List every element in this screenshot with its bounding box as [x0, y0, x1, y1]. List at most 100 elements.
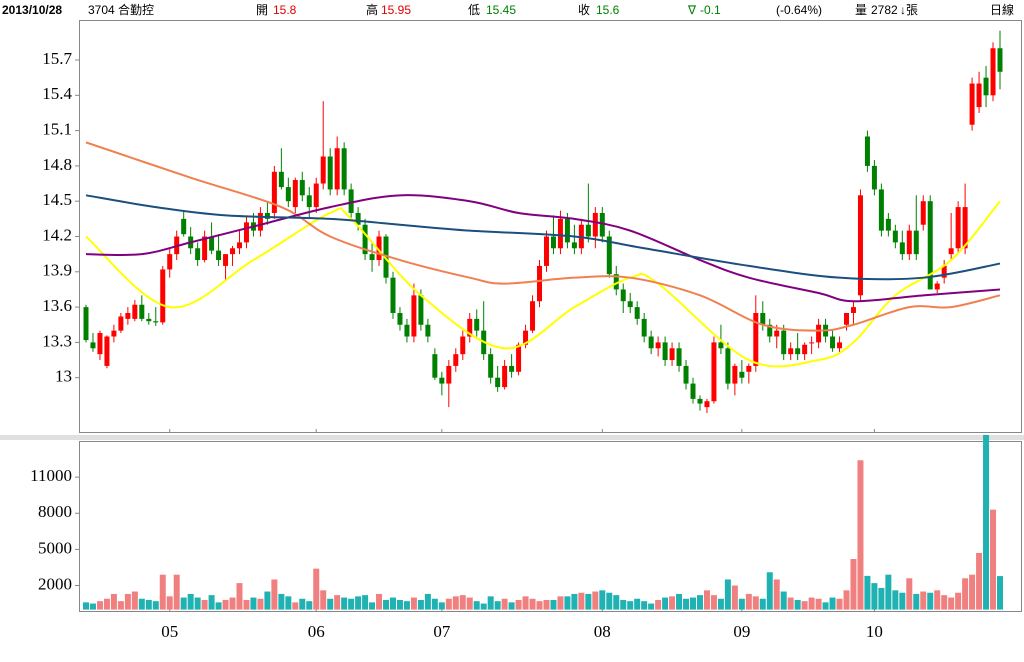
volume-bar [410, 597, 417, 610]
volume-bar [515, 599, 522, 610]
candle-body [467, 318, 473, 337]
volume-bar [592, 591, 599, 610]
candle-body [90, 342, 96, 349]
volume-bar [683, 598, 690, 610]
x-tick-label: 07 [433, 622, 451, 641]
volume-bar [250, 597, 257, 610]
candle-body [732, 365, 738, 384]
candle-body [439, 377, 445, 384]
volume-bar [299, 598, 306, 610]
volume-bar [641, 601, 648, 610]
candle-body [753, 312, 759, 366]
volume-bar [669, 596, 676, 610]
candle-body [557, 218, 563, 249]
candle-body [97, 332, 103, 355]
candle-body [718, 342, 724, 349]
candle-body [418, 295, 424, 325]
candle-body [634, 307, 640, 319]
candle-body [404, 324, 410, 337]
candle-body [969, 83, 975, 125]
volume-bar [857, 460, 864, 610]
volume-bar [452, 596, 459, 610]
open-value: 15.8 [273, 3, 297, 17]
candle-body [139, 304, 145, 319]
volume-bar [403, 601, 410, 610]
candle-body [341, 148, 347, 190]
candle-body [920, 201, 926, 225]
candle-body [292, 180, 298, 208]
volume-bar [585, 593, 592, 610]
candle-body [892, 230, 898, 243]
candle-body [864, 136, 870, 166]
x-tick-label: 09 [733, 622, 750, 641]
volume-bar [159, 574, 166, 610]
volume-bar [703, 590, 710, 610]
volume-bar [752, 596, 759, 610]
volume-bar [222, 599, 229, 610]
volume-bar [166, 596, 173, 610]
candle-body [927, 201, 933, 290]
low-value: 15.45 [486, 3, 516, 17]
volume-bar [815, 598, 822, 610]
candle-body [397, 312, 403, 325]
candle-body [739, 371, 745, 378]
volume-bar [627, 601, 634, 610]
volume-bar [850, 559, 857, 610]
candle-body [285, 187, 291, 202]
volume-bar [997, 576, 1003, 610]
volume-bar [655, 599, 662, 610]
volume-bar [808, 597, 815, 610]
volume-bar [948, 597, 955, 610]
candle-body [348, 189, 354, 213]
volume-bar [899, 592, 906, 610]
candle-body [844, 312, 850, 325]
x-tick-label: 06 [308, 622, 325, 641]
candle-body [934, 283, 940, 290]
volume-bar [396, 599, 403, 610]
volume-bar [306, 601, 313, 610]
volume-bar [564, 596, 571, 610]
candle-body [795, 348, 801, 355]
volume-bar [696, 595, 703, 610]
volume-bar [208, 595, 215, 610]
volume-bar [243, 599, 250, 610]
y-tick-label: 13.9 [42, 261, 72, 280]
y-tick-label: 15.4 [42, 84, 72, 103]
candle-body [278, 171, 284, 188]
open-label: 開 [256, 3, 268, 17]
volume-bar [976, 552, 983, 610]
candle-body [523, 330, 529, 345]
candle-body [871, 165, 877, 190]
volume-bar [787, 597, 794, 610]
candle-body [236, 242, 242, 249]
candle-body [543, 236, 549, 266]
volume-bar [613, 595, 620, 610]
candle-body [830, 336, 836, 349]
candle-body [767, 324, 773, 337]
volume-bar [459, 595, 466, 610]
x-tick-label: 10 [866, 622, 883, 641]
candle-body [571, 242, 577, 249]
candle-body [669, 348, 675, 361]
volume-bar [690, 597, 697, 610]
volume-bar [194, 597, 201, 610]
candle-body [202, 236, 208, 261]
candle-body [906, 230, 912, 255]
volume-bar [257, 598, 264, 610]
candle-body [167, 254, 173, 270]
volume-bar [327, 598, 334, 610]
candle-body [160, 269, 166, 323]
candle-body [613, 274, 619, 290]
candle-body [362, 224, 368, 255]
volume-bar [885, 574, 892, 610]
candle-body [802, 344, 808, 355]
volume-bar [187, 593, 194, 610]
volume-bar [738, 598, 745, 610]
candle-body [837, 342, 843, 349]
volume-bar [383, 599, 390, 610]
volume-bar [522, 596, 529, 610]
volume-bar [536, 601, 543, 610]
candle-body [453, 354, 459, 366]
y-tick-label: 11000 [30, 466, 72, 485]
volume-bar [431, 598, 438, 610]
